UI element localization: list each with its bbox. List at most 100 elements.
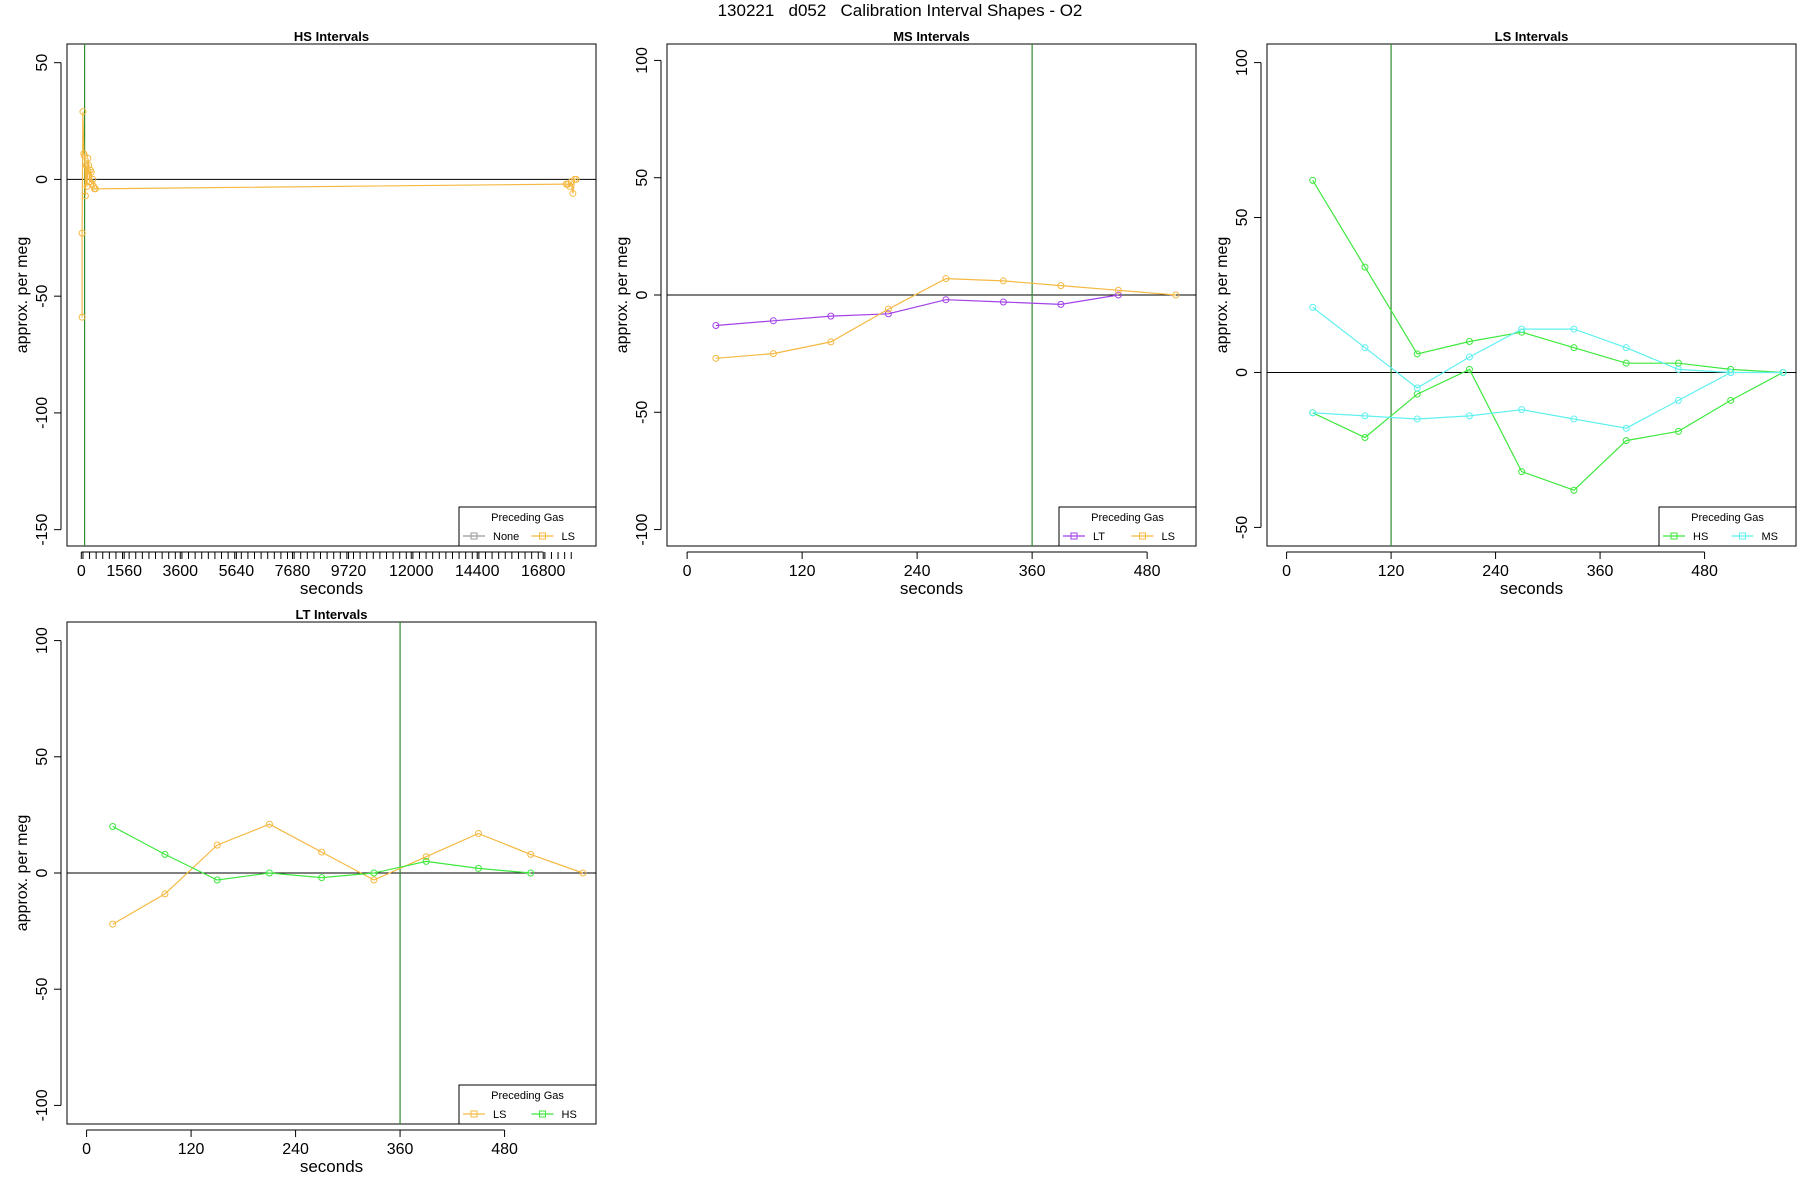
legend-title: Preceding Gas xyxy=(491,512,564,524)
legend-title: Preceding Gas xyxy=(1091,512,1164,524)
legend-marker xyxy=(1739,532,1746,540)
series-lt xyxy=(712,291,1122,329)
y-tick-label: -50 xyxy=(34,978,51,1001)
data-point xyxy=(318,848,326,856)
y-tick-label: 0 xyxy=(34,868,51,877)
x-tick-label: 0 xyxy=(1282,563,1291,580)
y-tick-label: 50 xyxy=(1234,209,1251,227)
data-point xyxy=(1465,365,1473,373)
data-point xyxy=(78,313,86,321)
plot-frame xyxy=(1266,43,1797,547)
x-tick-label: 0 xyxy=(77,563,86,580)
x-tick-label: 480 xyxy=(1134,563,1161,580)
data-point xyxy=(1172,291,1180,299)
data-point xyxy=(1413,384,1421,392)
data-point xyxy=(1413,415,1421,423)
data-point xyxy=(1361,434,1369,442)
legend-box xyxy=(458,1084,597,1125)
legend-box xyxy=(1658,506,1797,547)
data-point xyxy=(213,841,221,849)
legend-entry-ls: LS xyxy=(1131,531,1175,543)
data-point xyxy=(422,853,430,861)
legend-label: LS xyxy=(493,1109,506,1121)
legend-marker xyxy=(470,1110,478,1118)
data-point xyxy=(1114,286,1122,294)
data-point xyxy=(999,298,1007,306)
data-point xyxy=(569,189,577,197)
data-point xyxy=(1309,409,1317,417)
chart-title: LS Intervals xyxy=(1495,29,1569,44)
series-line-hs xyxy=(112,825,531,881)
series-hs xyxy=(1309,365,1787,494)
legend-entry-hs: HS xyxy=(531,1109,577,1121)
data-point xyxy=(318,874,326,882)
data-point xyxy=(1674,427,1682,435)
data-point xyxy=(91,185,99,193)
data-point xyxy=(161,850,169,858)
data-point xyxy=(370,876,378,884)
data-point xyxy=(712,354,720,362)
series-hs xyxy=(1309,176,1787,376)
y-axis-title: approx. per meg xyxy=(1214,237,1231,354)
data-point xyxy=(1727,396,1735,404)
data-point xyxy=(769,350,777,358)
data-point xyxy=(1518,468,1526,476)
legend-label: LS xyxy=(562,531,575,543)
x-tick-label: 12000 xyxy=(389,563,434,580)
x-tick-label: 480 xyxy=(1691,563,1718,580)
legend-entry-none: None xyxy=(463,531,519,543)
x-tick-label: 3600 xyxy=(162,563,198,580)
x-tick-label: 240 xyxy=(904,563,931,580)
data-point xyxy=(1361,412,1369,420)
data-point xyxy=(1622,359,1630,367)
series-line-lt xyxy=(715,294,1119,327)
data-point xyxy=(884,310,892,318)
legend-marker xyxy=(470,532,478,540)
x-tick-label: 360 xyxy=(1587,563,1614,580)
legend-entry-ls: LS xyxy=(531,531,575,543)
data-point xyxy=(1674,365,1682,373)
legend-label: HS xyxy=(562,1109,577,1121)
legend-box xyxy=(458,506,597,547)
legend-marker xyxy=(1670,532,1678,540)
chart-title: MS Intervals xyxy=(893,29,970,44)
data-point xyxy=(1674,396,1682,404)
data-point xyxy=(265,820,273,828)
data-point xyxy=(89,175,97,183)
data-point xyxy=(1309,176,1317,184)
y-tick-label: 0 xyxy=(634,290,651,299)
series-ls xyxy=(109,820,587,928)
series-ms xyxy=(1309,303,1787,392)
x-tick-label: 5640 xyxy=(219,563,255,580)
y-tick-label: 50 xyxy=(634,169,651,187)
y-tick-label: 0 xyxy=(1234,368,1251,377)
series-line-ls xyxy=(81,111,577,318)
y-tick-label: -150 xyxy=(34,514,51,546)
y-tick-label: -50 xyxy=(1234,516,1251,539)
series-line-ls xyxy=(112,823,584,925)
x-axis-title: seconds xyxy=(1500,579,1563,598)
legend-entry-ms: MS xyxy=(1731,531,1779,543)
y-tick-label: -100 xyxy=(34,1089,51,1121)
y-axis-title: approx. per meg xyxy=(14,237,31,354)
plot-frame xyxy=(66,43,597,547)
data-point xyxy=(84,154,92,162)
series-line-hs xyxy=(1312,179,1783,374)
data-point xyxy=(712,321,720,329)
data-point xyxy=(1622,344,1630,352)
panel-ms-intervals: MS Intervals 0 120 240 360 480 100 50 0 -50 -100 se… xyxy=(600,22,1200,600)
chart-title: HS Intervals xyxy=(294,29,369,44)
legend-label: MS xyxy=(1762,531,1779,543)
x-tick-label: 120 xyxy=(1378,563,1405,580)
legend-box xyxy=(1058,506,1197,547)
series-line-ms xyxy=(1312,306,1783,389)
x-tick-label: 360 xyxy=(387,1141,414,1158)
x-tick-label: 7680 xyxy=(275,563,311,580)
legend-label: LT xyxy=(1093,531,1105,543)
x-minor-ticks xyxy=(82,552,572,559)
y-tick-label: 100 xyxy=(34,627,51,654)
x-tick-label: 14400 xyxy=(455,563,500,580)
chart-title: LT Intervals xyxy=(295,607,367,622)
data-point xyxy=(827,338,835,346)
legend-label: HS xyxy=(1693,531,1708,543)
